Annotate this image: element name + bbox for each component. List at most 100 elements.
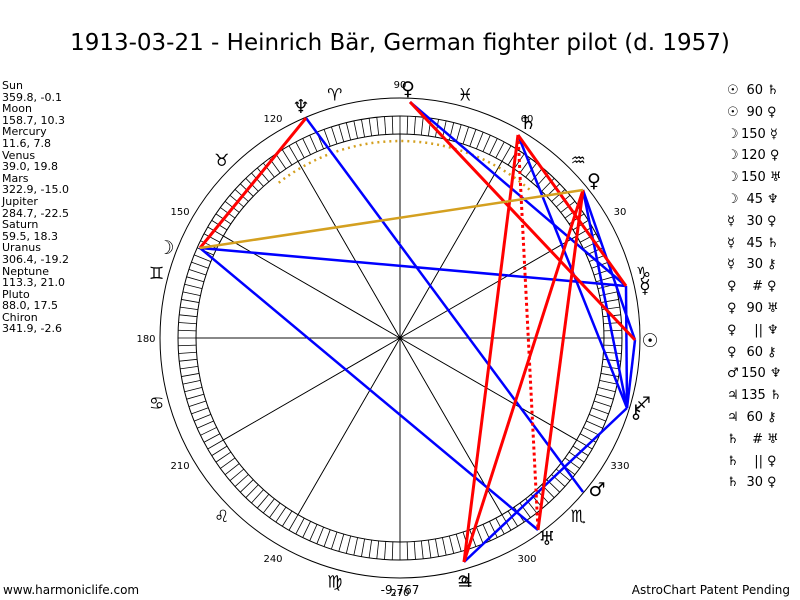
aspect-angle: 135 [741, 388, 766, 404]
degree-label: 150 [170, 207, 189, 218]
planet-name: Chiron [2, 310, 38, 324]
degree-tick [586, 420, 603, 429]
aspect-row: ☿ 30 ♀ [727, 211, 784, 233]
degree-tick [603, 344, 622, 347]
zodiac-sign-glyph: ♓ [458, 86, 473, 106]
aspect-line-blue [463, 407, 628, 563]
venus-glyph: ♀ [587, 170, 601, 192]
degree-tick [427, 539, 432, 558]
degree-tick [599, 380, 618, 385]
degree-tick [256, 167, 270, 182]
mercury-glyph: ☿ [639, 276, 651, 298]
degree-tick [275, 153, 287, 170]
aspect-planet-1: ♂ [727, 366, 739, 382]
aspect-planet-2: ♄ [767, 83, 779, 98]
degree-tick [469, 129, 477, 147]
planet-name: Mercury [2, 125, 47, 139]
degree-tick [583, 240, 600, 249]
degree-tick [178, 322, 197, 325]
degree-tick [331, 126, 338, 145]
aspect-planet-2: ♆ [769, 366, 782, 382]
aspect-planet-1: ♀ [727, 344, 737, 360]
aspect-row: ☽ 120 ♀ [727, 145, 784, 167]
degree-tick [211, 445, 228, 456]
degree-label: 60 [521, 114, 534, 125]
degree-tick [338, 124, 345, 143]
degree-tick [600, 299, 619, 303]
aspect-planet-2: ⚷ [767, 257, 777, 273]
degree-tick [595, 276, 614, 283]
degree-tick [600, 373, 619, 377]
aspect-row: ☉ 90 ♀ [727, 102, 784, 124]
degree-tick [184, 283, 203, 290]
degree-tick [384, 541, 387, 560]
degree-tick [435, 119, 439, 138]
ochre-dotted-arc [277, 139, 533, 193]
aspect-row: ☿ 30 ⚷ [727, 254, 784, 276]
degree-tick [353, 537, 358, 556]
aspect-planet-2: ♀ [767, 213, 777, 229]
degree-tick [269, 502, 281, 518]
aspect-planet-2: ♅ [767, 300, 779, 316]
degree-tick [391, 116, 394, 135]
planet-value: 284.7, -22.5 [2, 206, 69, 220]
degree-tick [519, 502, 531, 518]
degree-tick [588, 414, 606, 422]
degree-tick [288, 145, 299, 162]
mars-glyph: ♂ [588, 479, 605, 501]
degree-tick [391, 541, 394, 560]
degree-tick [179, 358, 198, 362]
degree-tick [564, 457, 580, 469]
uranus-glyph: ♅ [538, 528, 555, 550]
degree-tick [442, 537, 447, 556]
chiron-glyph: ⚷ [629, 401, 643, 423]
aspect-angle: || [754, 453, 763, 469]
degree-tick [489, 138, 498, 155]
degree-tick [361, 538, 365, 557]
outer-circle [159, 97, 641, 579]
degree-tick [368, 118, 373, 137]
degree-tick [229, 468, 244, 482]
planet-name: Sun [2, 79, 23, 92]
degree-tick [583, 427, 600, 436]
aspect-planet-1: ☉ [727, 83, 739, 98]
aspect-row: ☽ 150 ♅ [727, 167, 784, 189]
aspect-planet-2: ♀ [767, 453, 777, 469]
saturn-glyph: ♄ [519, 112, 536, 134]
degree-tick [178, 351, 197, 354]
degree-tick [309, 524, 318, 541]
degree-tick [194, 254, 212, 262]
aspect-angle: 60 [746, 83, 763, 98]
aspect-angle: 30 [746, 213, 763, 229]
aspect-angle: 45 [746, 191, 763, 207]
degree-label: 210 [170, 461, 189, 472]
degree-tick [179, 314, 198, 318]
aspect-row: ♀ 60 ⚷ [727, 342, 784, 364]
aspect-line-red [516, 134, 628, 287]
zodiac-sign-glyph: ♑ [636, 264, 651, 284]
aspect-planet-1: ☽ [727, 191, 739, 207]
aspect-row: ♃ 135 ♄ [727, 385, 784, 407]
degree-tick [178, 329, 197, 332]
aspect-line-blue [409, 101, 627, 287]
planet-value: 158.7, 10.3 [2, 113, 65, 127]
degree-tick [530, 167, 544, 182]
aspect-angle: 30 [746, 475, 763, 491]
aspect-planet-2: ♅ [769, 170, 782, 186]
degree-tick [184, 386, 203, 393]
degree-tick [282, 149, 293, 166]
aspect-planet-1: ♃ [727, 409, 739, 425]
degree-tick [501, 145, 512, 162]
aspect-planet-1: ☽ [727, 170, 739, 186]
planet-value: 322.9, -15.0 [2, 183, 69, 197]
degree-tick [186, 393, 205, 400]
degree-tick [251, 489, 264, 504]
planet-value: 88.0, 17.5 [2, 299, 58, 313]
aspect-angle: 150 [741, 126, 766, 142]
degree-tick [603, 329, 622, 332]
degree-tick [603, 351, 622, 354]
degree-label: 90 [394, 80, 407, 91]
aspect-planet-2: ♀ [767, 279, 777, 295]
aspect-line-red [198, 117, 308, 249]
degree-label: 120 [263, 114, 282, 125]
